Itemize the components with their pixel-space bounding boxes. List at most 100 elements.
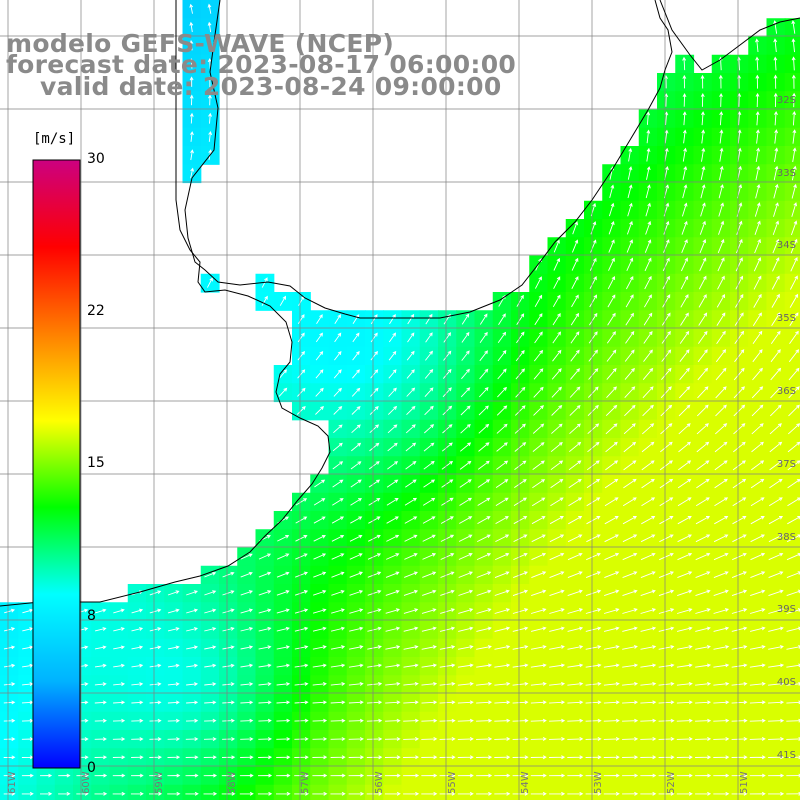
wind-arrow <box>622 552 638 561</box>
wind-arrow <box>533 405 544 416</box>
wind-arrow <box>604 589 620 597</box>
wind-arrow <box>713 681 730 686</box>
wind-arrow <box>425 332 433 343</box>
wind-arrow <box>567 571 583 579</box>
wind-arrow <box>732 497 747 507</box>
wind-arrow <box>770 349 781 363</box>
wind-arrow <box>659 497 674 507</box>
wind-arrow <box>440 516 454 524</box>
wind-arrow <box>626 275 634 290</box>
wind-arrow <box>476 681 493 686</box>
wind-arrow <box>753 293 762 308</box>
wind-arrow <box>658 589 675 597</box>
wind-arrow <box>479 350 488 362</box>
wind-arrow <box>276 663 291 668</box>
wind-arrow <box>221 755 236 760</box>
wind-arrow <box>330 663 346 668</box>
wind-arrow <box>186 682 199 686</box>
wind-arrow <box>167 773 181 778</box>
wind-arrow <box>385 681 401 686</box>
wind-arrow <box>94 755 108 760</box>
wind-arrow <box>258 718 272 723</box>
wind-arrow <box>786 534 800 543</box>
wind-arrow <box>572 221 579 235</box>
wind-arrow <box>731 626 748 632</box>
wind-arrow <box>695 700 712 705</box>
wind-arrow <box>644 275 652 290</box>
wind-arrow <box>131 682 144 686</box>
wind-arrow <box>276 626 290 632</box>
wind-arrow <box>3 755 16 760</box>
wind-arrow <box>695 773 712 778</box>
wind-arrow <box>697 349 708 363</box>
wind-arrow <box>567 681 584 686</box>
wind-arrow <box>112 718 126 723</box>
wind-arrow <box>421 608 437 614</box>
wind-arrow <box>330 773 346 778</box>
wind-arrow <box>773 74 778 89</box>
wind-arrow <box>719 92 723 107</box>
wind-arrow <box>731 589 748 597</box>
wind-arrow <box>461 350 470 361</box>
wind-arrow <box>570 331 580 344</box>
wind-arrow <box>186 590 198 596</box>
wind-arrow <box>370 369 379 379</box>
wind-arrow <box>750 516 765 525</box>
wind-arrow <box>330 718 346 723</box>
wind-arrow <box>695 626 711 632</box>
wind-arrow <box>384 737 401 741</box>
wind-arrow <box>660 441 673 453</box>
wind-cell <box>711 784 731 800</box>
wind-arrow <box>21 791 34 796</box>
wind-arrow <box>660 404 673 417</box>
wind-arrow <box>698 312 708 326</box>
wind-cell <box>675 438 695 457</box>
wind-arrow <box>94 608 107 614</box>
wind-cell <box>91 784 111 800</box>
wind-arrow <box>719 129 724 144</box>
wind-cell <box>310 784 330 800</box>
wind-arrow <box>494 645 511 650</box>
wind-arrow <box>189 76 194 87</box>
wind-arrow <box>681 202 688 217</box>
wind-arrow <box>330 626 345 632</box>
wind-arrow <box>695 552 711 561</box>
wind-arrow <box>440 589 455 596</box>
wind-arrow <box>189 39 194 51</box>
wind-arrow <box>750 571 766 579</box>
wind-arrow <box>348 718 364 723</box>
wind-arrow <box>768 718 785 723</box>
wind-arrow <box>717 257 725 272</box>
lat-label-32s: 32S <box>776 95 796 106</box>
wind-arrow <box>494 737 511 741</box>
wind-arrow <box>423 479 436 488</box>
wind-arrow <box>421 681 438 686</box>
wind-arrow <box>568 516 583 525</box>
wind-arrow <box>715 367 727 381</box>
wind-arrow <box>695 681 712 686</box>
wind-arrow <box>640 700 657 705</box>
wind-arrow <box>713 773 730 778</box>
wind-arrow <box>587 423 600 435</box>
wind-arrow <box>425 313 433 325</box>
wind-arrow <box>149 773 163 778</box>
wind-arrow <box>458 626 474 632</box>
wind-arrow <box>533 349 544 362</box>
wind-arrow <box>622 663 639 668</box>
wind-arrow <box>277 535 290 542</box>
wind-cell <box>620 328 640 348</box>
wind-arrow <box>695 737 712 741</box>
wind-arrow <box>439 718 456 723</box>
wind-arrow <box>567 626 584 632</box>
wind-arrow <box>204 645 217 650</box>
wind-arrow <box>625 312 634 326</box>
wind-arrow <box>530 737 547 741</box>
wind-arrow <box>497 350 507 362</box>
wind-arrow <box>331 608 345 614</box>
wind-arrow <box>664 147 669 162</box>
wind-arrow <box>715 386 727 399</box>
wind-arrow <box>186 645 199 650</box>
wind-arrow <box>423 460 435 470</box>
